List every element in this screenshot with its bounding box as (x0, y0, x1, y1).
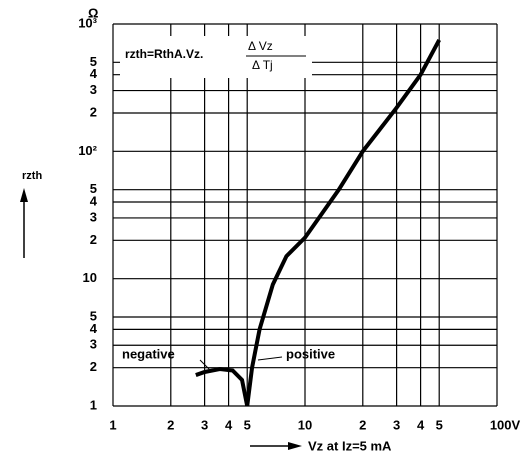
x-tick-label: 4 (417, 417, 425, 432)
y-unit: Ω (88, 5, 98, 20)
formula-box (120, 36, 312, 78)
x-tick-label: 3 (393, 417, 400, 432)
x-tick-label: 1 (109, 417, 116, 432)
x-tick-label: 4 (225, 417, 233, 432)
y-tick-label: 4 (90, 321, 98, 336)
formula-numerator: Δ Vz (248, 39, 273, 53)
y-tick-label: 5 (90, 308, 97, 323)
y-arrow-head (20, 188, 28, 202)
y-tick-label: 5 (90, 181, 97, 196)
x-tick-label: 2 (359, 417, 366, 432)
x-tick-label: 100V (490, 417, 521, 432)
x-tick-label: 3 (201, 417, 208, 432)
y-tick-label: 10 (83, 270, 97, 285)
x-tick-label: 2 (167, 417, 174, 432)
x-tick-label: 5 (244, 417, 251, 432)
y-axis-label: rzth (22, 170, 42, 182)
annotation-pointer (257, 356, 283, 361)
y-tick-label: 3 (90, 337, 97, 352)
y-tick-label: 2 (90, 104, 97, 119)
x-arrow-head (288, 442, 302, 450)
x-tick-label: 5 (436, 417, 443, 432)
y-tick-label: 2 (90, 359, 97, 374)
y-tick-label: 3 (90, 209, 97, 224)
y-tick-label: 10² (78, 143, 97, 158)
y-tick-label: 5 (90, 54, 97, 69)
series-annotation: negative (122, 346, 175, 361)
y-tick-label: 2 (90, 232, 97, 247)
curve (195, 367, 250, 407)
formula-denominator: Δ Tj (252, 58, 273, 72)
series-annotation: positive (286, 346, 335, 361)
x-tick-label: 10 (298, 417, 312, 432)
x-axis-label: Vz at Iz=5 mA (308, 438, 392, 453)
y-tick-label: 1 (90, 397, 97, 412)
y-tick-label: 10³ (78, 15, 97, 30)
curve (245, 38, 441, 407)
formula: rzth=RthA.Vz. (125, 47, 203, 61)
y-tick-label: 4 (90, 66, 98, 81)
y-tick-label: 4 (90, 193, 98, 208)
annotation-pointer (199, 359, 213, 373)
y-tick-label: 3 (90, 82, 97, 97)
